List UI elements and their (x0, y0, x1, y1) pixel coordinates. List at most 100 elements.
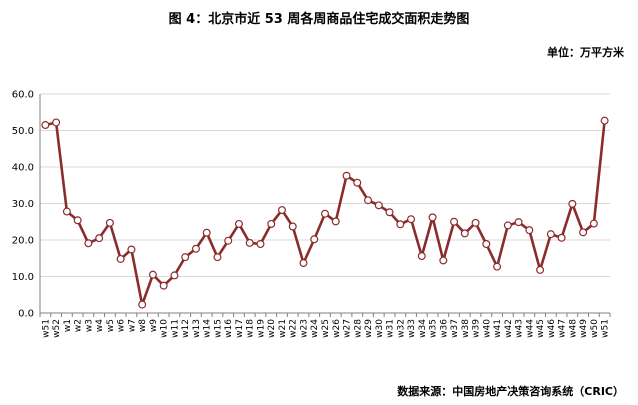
data-point (267, 219, 276, 228)
data-point (428, 213, 437, 222)
x-tick-label: w18 (246, 319, 256, 338)
data-point (73, 216, 82, 225)
data-point (407, 215, 416, 224)
data-point (288, 222, 297, 231)
y-tick-label: 20.0 (12, 236, 34, 247)
x-tick-label: w36 (439, 319, 449, 338)
y-tick-label: 50.0 (12, 126, 34, 137)
x-tick-label: w31 (386, 319, 396, 338)
data-point (310, 235, 319, 244)
data-point (245, 238, 254, 247)
y-tick-label: 0.0 (18, 309, 34, 320)
data-point (450, 217, 459, 226)
y-tick-labels: 0.0 10.0 20.0 30.0 40.0 50.0 60.0 (12, 90, 34, 320)
data-point (95, 234, 104, 243)
x-tick-label: w48 (568, 319, 578, 338)
data-point (439, 256, 448, 265)
x-tick-label: w1 (63, 319, 73, 332)
data-point (525, 226, 534, 235)
x-tick-label: w8 (138, 319, 148, 332)
x-tick-label: w38 (461, 319, 471, 338)
data-point (41, 121, 50, 130)
data-point (471, 218, 480, 227)
y-tick-label: 10.0 (12, 272, 34, 283)
y-tick-label: 40.0 (12, 163, 34, 174)
x-tick-label: w2 (74, 319, 84, 332)
x-tick-label: w20 (267, 319, 277, 338)
data-point (256, 240, 265, 249)
x-tick-label: w15 (213, 319, 223, 338)
axes (39, 94, 611, 317)
data-point (546, 230, 555, 239)
data-point (159, 281, 168, 290)
x-tick-label: w14 (203, 319, 213, 338)
data-point (385, 208, 394, 217)
x-tick-label: w21 (278, 319, 288, 338)
data-point (321, 209, 330, 218)
x-tick-label: w24 (310, 319, 320, 338)
x-tick-label: w42 (504, 319, 514, 338)
data-point (589, 219, 598, 228)
x-tick-label: w26 (332, 319, 342, 338)
x-tick-label: w7 (127, 319, 137, 332)
x-tick-label: w6 (117, 319, 127, 332)
x-tick-label: w49 (579, 319, 589, 338)
data-point (181, 253, 190, 262)
x-tick-label: w33 (407, 319, 417, 338)
data-point (514, 218, 523, 227)
unit-label: 单位：万平方米 (547, 46, 624, 59)
y-tick-label: 60.0 (12, 90, 34, 101)
data-point (568, 199, 577, 208)
data-point (579, 228, 588, 237)
x-tick-label: w35 (429, 319, 439, 338)
data-point (374, 201, 383, 210)
grid-lines (40, 93, 610, 277)
data-point (84, 239, 93, 248)
data-point (62, 207, 71, 216)
x-tick-label: w41 (493, 319, 503, 338)
data-point (277, 206, 286, 215)
data-point (224, 236, 233, 245)
data-point (52, 118, 61, 127)
data-point (503, 221, 512, 230)
data-point (493, 262, 502, 271)
x-tick-label: w9 (149, 319, 159, 332)
x-tick-label: w17 (235, 319, 245, 338)
x-tick-label: w23 (299, 319, 309, 338)
y-tick-label: 30.0 (12, 199, 34, 210)
x-tick-label: w19 (256, 319, 266, 338)
x-tick-label: w52 (52, 319, 62, 338)
data-point (127, 245, 136, 254)
x-tick-label: w22 (289, 319, 299, 338)
x-tick-label: w32 (396, 319, 406, 338)
data-point (460, 229, 469, 238)
x-tick-label: w44 (525, 319, 535, 338)
data-point (353, 178, 362, 187)
x-tick-label: w29 (364, 319, 374, 338)
x-tick-label: w27 (343, 319, 353, 338)
data-point (342, 171, 351, 180)
x-tick-label: w4 (95, 319, 105, 332)
x-tick-label: w11 (170, 319, 180, 338)
x-tick-label: w16 (224, 319, 234, 338)
x-tick-label: w51 (601, 319, 611, 338)
data-point (299, 258, 308, 267)
x-tick-label: w30 (375, 319, 385, 338)
data-point (138, 300, 147, 309)
data-point (105, 218, 114, 227)
x-tick-label: w45 (536, 319, 546, 338)
data-point (482, 240, 491, 249)
data-point (202, 228, 211, 237)
data-point (148, 270, 157, 279)
x-tick-label: w43 (515, 319, 525, 338)
data-point (213, 253, 222, 262)
x-tick-label: w40 (482, 319, 492, 338)
x-tick-label: w34 (418, 319, 428, 338)
x-tick-label: w5 (106, 319, 116, 332)
data-point (116, 254, 125, 263)
x-tick-label: w51 (41, 319, 51, 338)
chart-title: 图 4：北京市近 53 周各周商品住宅成交面积走势图 (168, 12, 470, 27)
x-tick-label: w47 (558, 319, 568, 338)
data-point (557, 233, 566, 242)
